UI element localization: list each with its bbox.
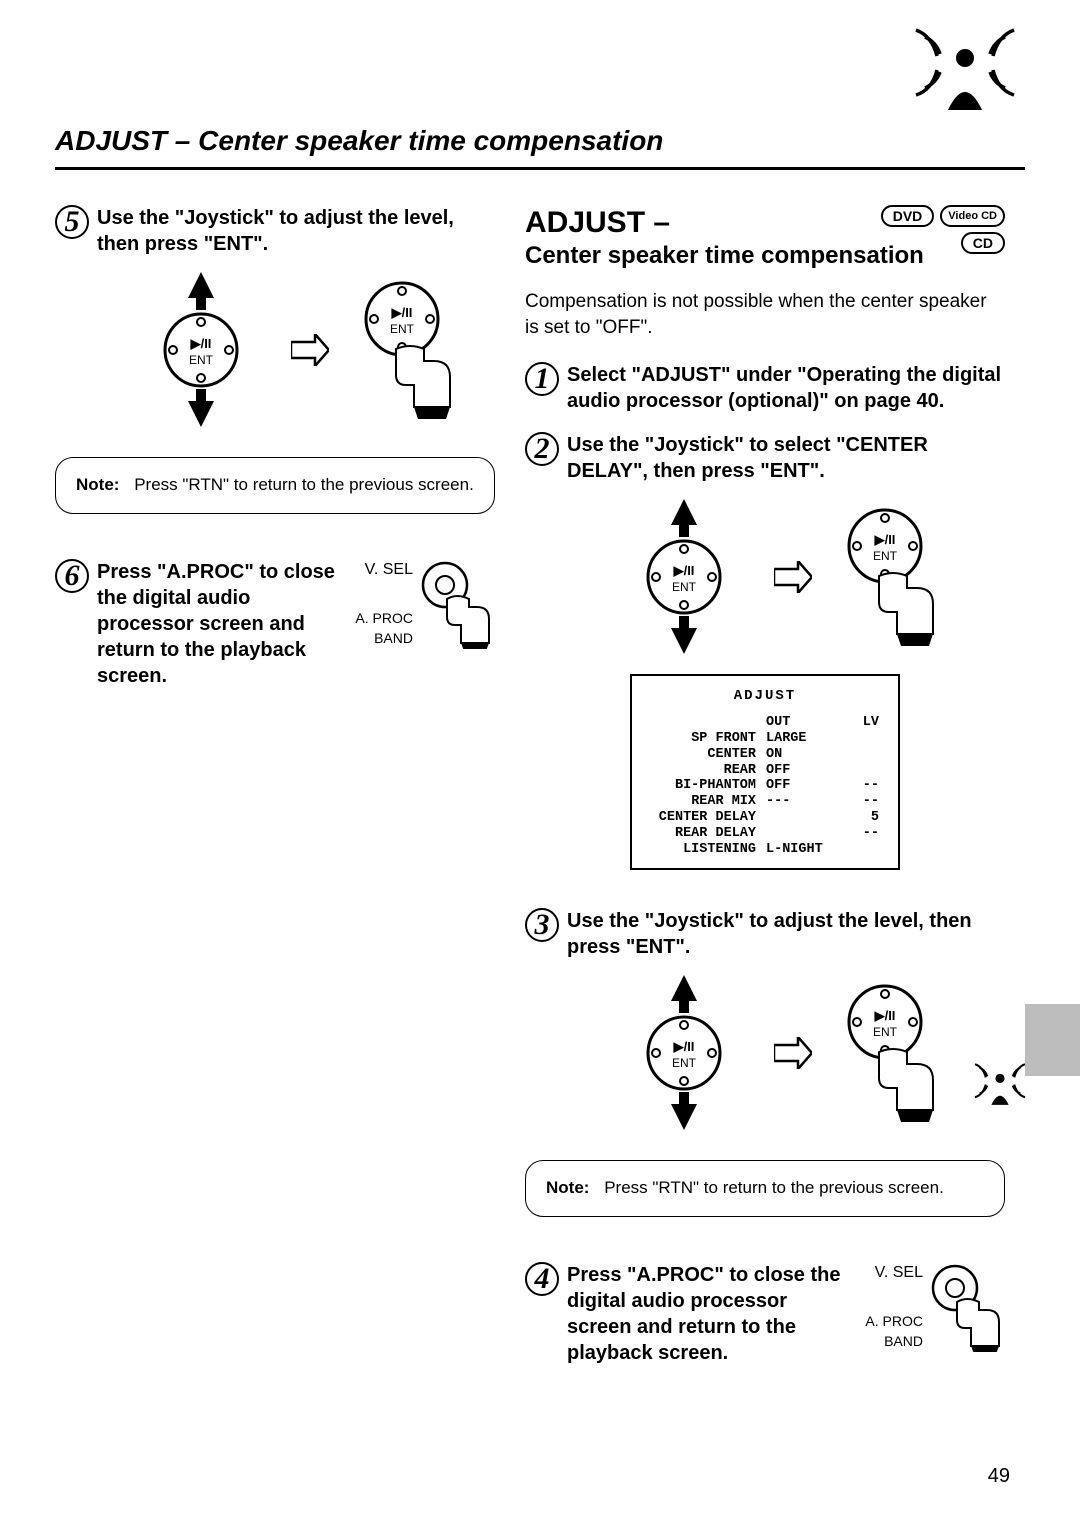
svg-text:▶/II: ▶/II bbox=[873, 1008, 895, 1023]
section-intro: Compensation is not possible when the ce… bbox=[525, 289, 1005, 340]
step-text-5: Use the "Joystick" to adjust the level, … bbox=[97, 205, 495, 257]
step-text-3: Use the "Joystick" to adjust the level, … bbox=[567, 908, 1005, 960]
step-num-4: 4 bbox=[525, 1262, 559, 1366]
step-num-6: 6 bbox=[55, 559, 89, 689]
step-text-4: Press "A.PROC" to close the digital audi… bbox=[567, 1262, 845, 1366]
media-badges: DVD Video CD bbox=[881, 205, 1005, 227]
page-number: 49 bbox=[988, 1465, 1010, 1488]
svg-text:▶/II: ▶/II bbox=[190, 336, 212, 351]
note-box-left: Note: Press "RTN" to return to the previ… bbox=[55, 457, 495, 514]
note-box-right: Note: Press "RTN" to return to the previ… bbox=[525, 1160, 1005, 1217]
note-label: Note: bbox=[76, 475, 119, 494]
note-text-right: Press "RTN" to return to the previous sc… bbox=[604, 1178, 944, 1197]
side-chapter-tab bbox=[1025, 1004, 1080, 1076]
badge-videocd: Video CD bbox=[940, 205, 1005, 227]
aproc-button-illustration bbox=[417, 559, 495, 649]
aproc-button-illustration-r bbox=[927, 1262, 1005, 1352]
page-title: ADJUST – Center speaker time compensatio… bbox=[55, 125, 1025, 170]
badge-dvd: DVD bbox=[881, 205, 935, 227]
step-text-6: Press "A.PROC" to close the digital audi… bbox=[97, 559, 335, 689]
joystick-illustration-5: ▶/II ENT ▶/II ENT bbox=[100, 272, 495, 427]
section-title: ADJUST – bbox=[525, 205, 670, 241]
note-label-r: Note: bbox=[546, 1178, 589, 1197]
step-num-1: 1 bbox=[525, 362, 559, 414]
aproc-labels-right: V. SEL A. PROC BAND bbox=[865, 1262, 923, 1352]
svg-text:ENT: ENT bbox=[873, 1025, 898, 1039]
svg-text:ENT: ENT bbox=[672, 1056, 697, 1070]
svg-text:ENT: ENT bbox=[873, 549, 898, 563]
step-text-2: Use the "Joystick" to select "CENTER DEL… bbox=[567, 432, 1005, 484]
svg-text:▶/II: ▶/II bbox=[873, 532, 895, 547]
aproc-labels-left: V. SEL A. PROC BAND bbox=[355, 559, 413, 649]
step-num-5: 5 bbox=[55, 205, 89, 257]
svg-text:▶/II: ▶/II bbox=[672, 563, 694, 578]
step-text-1: Select "ADJUST" under "Operating the dig… bbox=[567, 362, 1005, 414]
joystick-illustration-3: ▶/II ENT ▶/II ENT bbox=[555, 975, 1005, 1130]
adjust-table-title: ADJUST bbox=[648, 688, 882, 705]
svg-text:ENT: ENT bbox=[390, 322, 415, 336]
svg-text:ENT: ENT bbox=[189, 353, 214, 367]
badge-cd: CD bbox=[961, 232, 1005, 254]
note-text-left: Press "RTN" to return to the previous sc… bbox=[134, 475, 474, 494]
sound-person-icon bbox=[910, 22, 1020, 117]
svg-text:▶/II: ▶/II bbox=[391, 305, 413, 320]
step-num-3: 3 bbox=[525, 908, 559, 960]
joystick-illustration-2: ▶/II ENT ▶/II ENT bbox=[555, 499, 1005, 654]
sound-person-icon-small bbox=[972, 1060, 1028, 1111]
step-num-2: 2 bbox=[525, 432, 559, 484]
svg-text:▶/II: ▶/II bbox=[672, 1039, 694, 1054]
adjust-table: ADJUST OUT LV SP FRONTLARGE CENTERON REA… bbox=[630, 674, 900, 870]
svg-text:ENT: ENT bbox=[672, 580, 697, 594]
